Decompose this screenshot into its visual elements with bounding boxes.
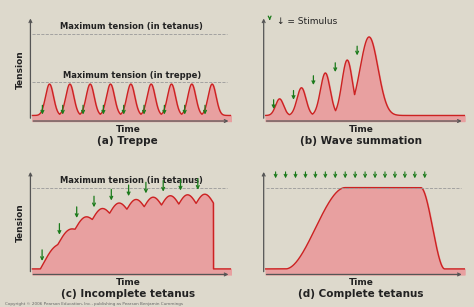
- Text: Tension: Tension: [16, 50, 25, 89]
- Text: Time: Time: [349, 278, 374, 287]
- Text: Tension: Tension: [16, 203, 25, 242]
- Text: Maximum tension (in tetanus): Maximum tension (in tetanus): [60, 22, 203, 31]
- Text: Maximum tension (in treppe): Maximum tension (in treppe): [63, 71, 201, 80]
- Text: Time: Time: [116, 278, 140, 287]
- Text: (b) Wave summation: (b) Wave summation: [300, 136, 422, 146]
- Text: Time: Time: [116, 125, 140, 134]
- Text: (c) Incomplete tetanus: (c) Incomplete tetanus: [61, 289, 195, 299]
- Text: (d) Complete tetanus: (d) Complete tetanus: [298, 289, 424, 299]
- Text: Time: Time: [349, 125, 374, 134]
- Text: Maximum tension (in tetanus): Maximum tension (in tetanus): [60, 176, 203, 185]
- Text: Copyright © 2006 Pearson Education, Inc., publishing as Pearson Benjamin Cumming: Copyright © 2006 Pearson Education, Inc.…: [5, 302, 183, 306]
- Text: (a) Treppe: (a) Treppe: [98, 136, 158, 146]
- Text: ↓ = Stimulus: ↓ = Stimulus: [277, 17, 337, 25]
